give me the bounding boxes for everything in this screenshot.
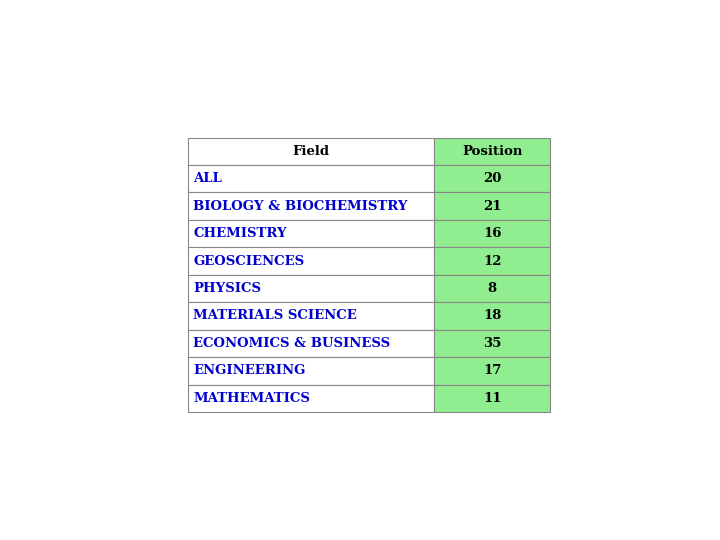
Bar xyxy=(434,357,550,384)
Text: 16: 16 xyxy=(483,227,502,240)
Bar xyxy=(434,302,550,329)
Bar xyxy=(434,384,550,412)
Text: 21: 21 xyxy=(483,200,502,213)
Bar xyxy=(434,275,550,302)
Bar xyxy=(188,329,434,357)
Text: 35: 35 xyxy=(483,337,502,350)
Bar xyxy=(188,247,434,275)
Text: 17: 17 xyxy=(483,364,502,377)
Text: 8: 8 xyxy=(487,282,497,295)
Bar xyxy=(434,138,550,165)
Text: Position: Position xyxy=(462,145,523,158)
Text: MATERIALS SCIENCE: MATERIALS SCIENCE xyxy=(193,309,357,322)
Bar xyxy=(188,192,434,220)
Bar xyxy=(188,275,434,302)
Bar xyxy=(188,138,434,165)
Bar xyxy=(188,220,434,247)
Text: PHYSICS: PHYSICS xyxy=(193,282,261,295)
Bar xyxy=(434,165,550,192)
Bar xyxy=(434,220,550,247)
Bar xyxy=(434,192,550,220)
Bar xyxy=(434,329,550,357)
Bar xyxy=(188,357,434,384)
Text: 12: 12 xyxy=(483,254,502,267)
Text: 11: 11 xyxy=(483,392,502,405)
Text: 20: 20 xyxy=(483,172,502,185)
Text: 18: 18 xyxy=(483,309,502,322)
Text: CHEMISTRY: CHEMISTRY xyxy=(193,227,287,240)
Bar xyxy=(188,384,434,412)
Text: ECONOMICS & BUSINESS: ECONOMICS & BUSINESS xyxy=(193,337,390,350)
Text: ALL: ALL xyxy=(193,172,222,185)
Bar xyxy=(434,247,550,275)
Text: BIOLOGY & BIOCHEMISTRY: BIOLOGY & BIOCHEMISTRY xyxy=(193,200,408,213)
Text: MATHEMATICS: MATHEMATICS xyxy=(193,392,310,405)
Text: Field: Field xyxy=(292,145,330,158)
Text: GEOSCIENCES: GEOSCIENCES xyxy=(193,254,305,267)
Bar xyxy=(188,302,434,329)
Bar xyxy=(188,165,434,192)
Text: ENGINEERING: ENGINEERING xyxy=(193,364,305,377)
